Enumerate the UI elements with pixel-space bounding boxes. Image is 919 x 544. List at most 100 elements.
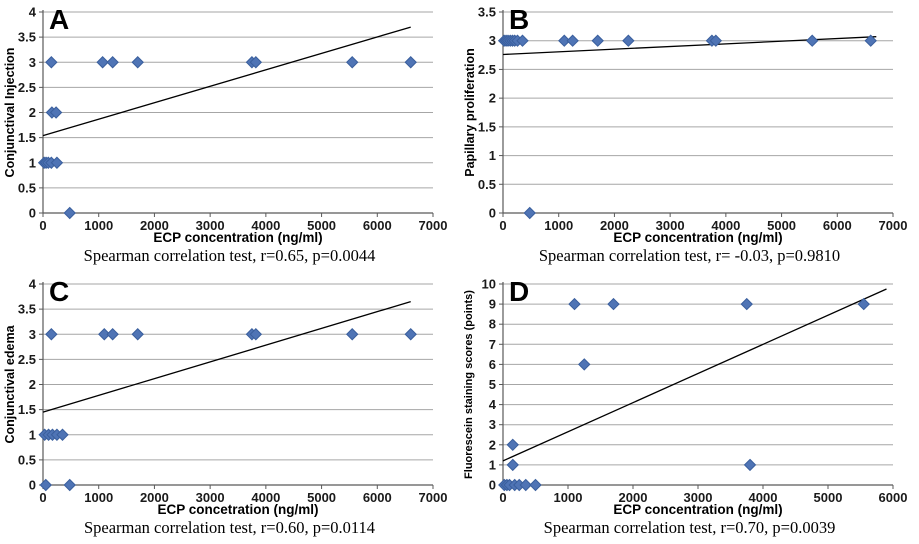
x-axis-tick-label: 3000 [684,490,713,505]
panel-B-letter: B [509,4,530,35]
y-axis-tick-label: 4 [29,277,37,292]
y-axis-tick-label: 3 [489,417,496,432]
data-point [622,34,635,47]
x-axis-tick-label: 5000 [767,218,796,233]
x-axis-tick-label: 1000 [544,218,573,233]
data-point [529,478,542,492]
data-point [743,458,757,472]
data-point [249,56,263,69]
panel-B-plot: 0 0.5 1 1.5 2 2.5 3 3.5 0 1000 2000 3000 4000 5000 600… [478,5,908,234]
y-axis-tick-label: 0.5 [478,177,496,192]
panel-D-x-axis-title: ECP concentration (ng/ml) [613,502,783,517]
panel-B-y-axis-title: Papillary proliferation [463,48,477,177]
data-point [404,56,417,69]
y-axis-tick-label: 1 [489,457,496,472]
data-point [516,34,529,47]
data-point [346,56,359,69]
y-axis-tick-label: 2 [29,377,36,392]
x-axis-tick-label: 3000 [656,218,685,233]
data-point [45,56,58,69]
data-point [523,206,536,220]
y-axis-tick-label: 9 [489,297,496,312]
x-axis-tick-label: 7000 [419,218,448,233]
data-point [566,34,579,47]
trend-line [502,288,887,462]
x-axis-tick-label: 4000 [251,218,280,233]
data-point [506,458,519,472]
panel-C: 0 0.5 1 1.5 2 2.5 3 3.5 4 0 1000 2000 3000 4000 5000 60… [0,272,459,544]
x-axis-tick-label: 2000 [600,218,629,233]
x-axis-tick-label: 0 [499,218,506,233]
x-axis-tick-label: 0 [39,490,46,505]
y-axis-tick-label: 0 [29,206,36,221]
data-point [857,297,870,311]
y-axis-tick-label: 3 [29,327,36,342]
y-axis-tick-label: 2.5 [478,62,496,77]
y-axis-tick-label: 5 [489,377,496,392]
x-axis-tick-label: 0 [499,490,506,505]
data-point [568,297,581,311]
data-point [96,56,109,69]
data-point [106,328,119,341]
data-point [131,56,144,69]
panel-D-caption: Spearman correlation test, r=0.70, p=0.0… [543,518,836,537]
panel-B-caption: Spearman correlation test, r= -0.03, p=0… [538,246,841,265]
y-axis-tick-label: 0.5 [18,180,36,195]
panel-C-x-axis-title: ECP concetration (ng/ml) [157,502,319,517]
y-axis-tick-label: 1 [489,148,496,163]
y-axis-tick-label: 3 [489,33,496,48]
data-point [506,438,519,452]
panel-B: 0 0.5 1 1.5 2 2.5 3 3.5 0 1000 2000 3000 4000 5000 600… [460,0,919,272]
data-point [56,428,69,441]
y-axis-tick-label: 1.5 [478,119,496,134]
y-axis-tick-label: 1.5 [18,130,36,145]
x-axis-tick-label: 3000 [196,218,225,233]
x-axis-tick-label: 1000 [554,490,583,505]
x-axis-tick-label: 6000 [363,218,392,233]
x-axis-tick-label: 5000 [814,490,843,505]
data-point [806,34,819,47]
data-point [578,358,591,371]
x-axis-tick-label: 6000 [823,218,852,233]
y-axis-tick-label: 1.5 [18,402,36,417]
data-point [558,34,571,47]
trend-line [502,36,877,56]
y-axis-tick-label: 2 [489,437,496,452]
x-axis-tick-label: 0 [39,218,46,233]
panel-D-y-axis-title: Fluorescein staining scores (points) [463,290,475,479]
data-point [249,328,263,341]
data-point [106,56,119,69]
data-point [591,34,604,47]
x-axis-tick-label: 2000 [619,490,648,505]
y-axis-tick-label: 0.5 [18,452,36,467]
panel-D: 0 1 2 3 4 5 6 7 8 9 10 0 1000 2000 3000 4000 5000 6000 D … [460,272,919,544]
x-axis-tick-label: 3000 [196,490,225,505]
y-axis-tick-label: 0 [29,478,36,493]
data-point [404,328,417,341]
data-point [864,34,877,47]
y-axis-tick-label: 3.5 [18,30,36,45]
y-axis-tick-label: 7 [489,337,496,352]
y-axis-tick-label: 4 [29,5,37,20]
panel-C-plot: 0 0.5 1 1.5 2 2.5 3 3.5 4 0 1000 2000 3000 4000 5000 60… [18,277,448,506]
data-point [45,328,58,341]
data-point [740,297,753,311]
y-axis-tick-label: 3.5 [478,5,496,20]
trend-line [42,26,411,137]
data-point [50,156,64,169]
x-axis-tick-label: 2000 [140,490,169,505]
x-axis-tick-label: 2000 [140,218,169,233]
panel-D-plot: 0 1 2 3 4 5 6 7 8 9 10 0 1000 2000 3000 4000 5000 6000 [482,277,908,506]
panel-B-x-axis-title: ECP concentration (ng/ml) [613,230,783,245]
x-axis-tick-label: 1000 [84,218,113,233]
data-point [519,478,532,492]
data-point [63,478,76,492]
y-axis-tick-label: 0 [489,206,496,221]
y-axis-tick-label: 1 [29,155,36,170]
panel-A-letter: A [49,4,70,35]
panel-D-letter: D [509,276,530,307]
data-point [709,34,723,47]
panel-C-letter: C [49,276,70,307]
panel-A-x-axis-title: ECP concentration (ng/ml) [153,230,323,245]
